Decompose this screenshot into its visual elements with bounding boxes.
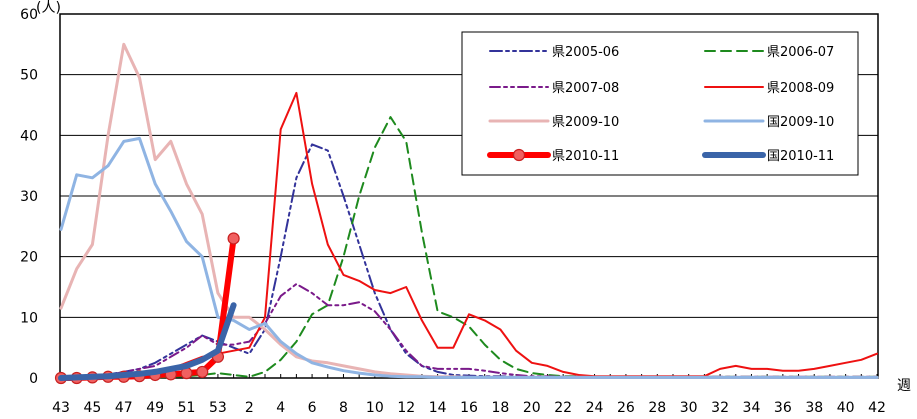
x-tick-label: 47 bbox=[115, 400, 133, 416]
y-axis-unit-label: (人) bbox=[36, 0, 61, 16]
x-tick-label: 20 bbox=[523, 400, 541, 416]
x-tick-label: 36 bbox=[774, 400, 792, 416]
y-tick-label: 10 bbox=[20, 310, 38, 326]
series-marker bbox=[227, 232, 240, 245]
legend-label: 県2007-08 bbox=[552, 81, 619, 96]
x-axis-label: 週 bbox=[897, 378, 911, 394]
legend-box bbox=[461, 31, 859, 176]
x-tick-label: 51 bbox=[178, 400, 196, 416]
legend-label: 県2008-09 bbox=[767, 81, 834, 96]
legend: 県2005-06 県2006-07 県2007-08 県2008-09 県2009-10… bbox=[461, 31, 859, 176]
x-tick-label: 8 bbox=[339, 400, 348, 416]
x-tick-label: 24 bbox=[586, 400, 604, 416]
x-tick-label: 16 bbox=[460, 400, 478, 416]
y-tick-label: 40 bbox=[20, 128, 38, 144]
x-tick-label: 32 bbox=[711, 400, 729, 416]
legend-marker bbox=[512, 148, 526, 162]
x-tick-label: 18 bbox=[491, 400, 509, 416]
x-tick-label: 26 bbox=[617, 400, 635, 416]
series-line-7 bbox=[58, 302, 237, 381]
y-tick-label: 30 bbox=[20, 189, 38, 205]
x-tick-label: 14 bbox=[429, 400, 447, 416]
x-tick-label: 40 bbox=[837, 400, 855, 416]
legend-label: 県2006-07 bbox=[767, 45, 834, 60]
legend-label: 県2005-06 bbox=[552, 45, 619, 60]
x-tick-label: 53 bbox=[209, 400, 227, 416]
series-line-5 bbox=[59, 136, 879, 379]
y-tick-label: 20 bbox=[20, 250, 38, 266]
legend-label: 国2009-10 bbox=[767, 115, 834, 130]
x-tick-label: 6 bbox=[308, 400, 317, 416]
x-tick-label: 45 bbox=[83, 400, 101, 416]
x-tick-label: 34 bbox=[743, 400, 761, 416]
x-tick-label: 38 bbox=[805, 400, 823, 416]
x-tick-label: 43 bbox=[52, 400, 70, 416]
y-tick-label: 0 bbox=[29, 371, 38, 387]
x-tick-label: 4 bbox=[276, 400, 285, 416]
x-tick-label: 28 bbox=[648, 400, 666, 416]
x-tick-label: 30 bbox=[680, 400, 698, 416]
series-marker bbox=[196, 365, 209, 379]
x-tick-label: 10 bbox=[366, 400, 384, 416]
x-tick-label: 12 bbox=[397, 400, 415, 416]
x-tick-label: 49 bbox=[146, 400, 164, 416]
legend-label: 県2010-11 bbox=[552, 149, 619, 164]
x-tick-label: 2 bbox=[245, 400, 254, 416]
y-tick-label: 50 bbox=[20, 68, 38, 84]
y-tick-label: 60 bbox=[20, 7, 38, 23]
x-tick-label: 42 bbox=[868, 400, 886, 416]
x-tick-label: 22 bbox=[554, 400, 572, 416]
legend-label: 国2010-11 bbox=[767, 149, 834, 164]
legend-label: 県2009-10 bbox=[552, 115, 619, 130]
